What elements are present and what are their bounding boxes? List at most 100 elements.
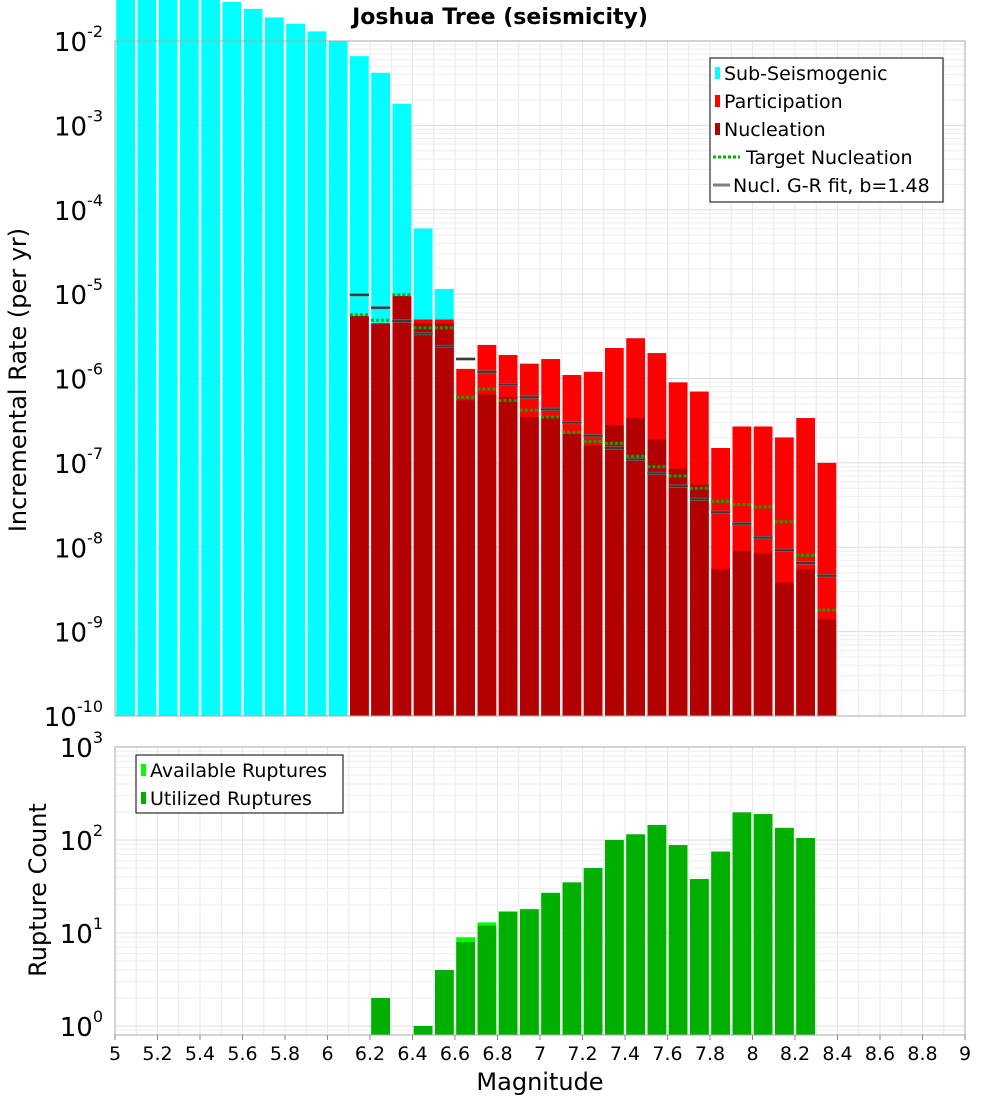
legend-label: Utilized Ruptures (150, 788, 312, 810)
y-tick-exponent: -10 (77, 697, 103, 716)
nucleation-bar (435, 323, 454, 716)
y-tick-label: 10-9 (54, 613, 103, 649)
x-tick-label: 5.4 (185, 1043, 215, 1065)
utilized-ruptures-bar (498, 911, 518, 1035)
legend-swatch (141, 764, 146, 776)
x-ticks: 5 5.2 5.4 5.6 5.8 6 6.2 6.4 6.6 6.8 7 7.2 7.4 7.6 7.8 8… (109, 1035, 971, 1065)
y-tick-exponent: -7 (87, 444, 103, 463)
legend-swatch (715, 123, 720, 135)
x-tick-label: 8.8 (907, 1043, 937, 1065)
y-tick-label: 10-10 (44, 697, 103, 733)
utilized-ruptures-bar (435, 969, 454, 1035)
nucleation-bar (413, 323, 433, 716)
y-tick-label: 100 (60, 1007, 103, 1043)
nucleation-bar (817, 619, 837, 716)
nucleation-bar (498, 397, 518, 716)
utilized-ruptures-bar (520, 909, 539, 1035)
nucleation-bar (520, 416, 539, 716)
x-tick-label: 6.8 (482, 1043, 512, 1065)
nucleation-bar (626, 418, 645, 716)
utilized-ruptures-bar (690, 879, 709, 1035)
utilized-ruptures-bar (647, 824, 667, 1035)
legend-label: Target Nucleation (745, 147, 913, 169)
nucleation-bar (350, 316, 369, 716)
utilized-ruptures-bar (562, 882, 582, 1035)
legend-swatch (715, 67, 720, 79)
utilized-ruptures-bar (413, 1025, 433, 1035)
x-tick-label: 6.6 (440, 1043, 470, 1065)
bottom-plot-bars (371, 812, 815, 1035)
x-tick-label: 6.2 (355, 1043, 385, 1065)
utilized-ruptures-bar (796, 838, 815, 1035)
y-tick-label: 10-5 (54, 275, 103, 311)
top-plot-bars (116, 0, 837, 717)
top-y-ticks: 10-2 10-3 10-4 10-5 10-6 10-7 10-8 10-9 10-10 (44, 22, 103, 733)
nucleation-bar (605, 425, 624, 716)
legend-box (135, 754, 344, 814)
utilized-ruptures-bar (732, 812, 752, 1035)
sub-seismogenic-bar (222, 1, 242, 717)
y-tick-exponent: -6 (87, 360, 103, 379)
x-tick-label: 7.6 (652, 1043, 682, 1065)
y-tick-label: 10-7 (54, 444, 103, 480)
sub-seismogenic-bar (116, 0, 135, 717)
y-tick-label: 10-4 (54, 191, 103, 227)
nucleation-bar (732, 551, 752, 716)
nucleation-bar (668, 468, 688, 716)
x-tick-label: 5.6 (227, 1043, 257, 1065)
y-tick-label: 102 (60, 821, 103, 857)
nucleation-bar (647, 439, 667, 716)
y-tick-label: 101 (60, 914, 103, 950)
y-tick-exponent: -8 (87, 528, 103, 547)
y-tick-exponent: 1 (93, 914, 103, 933)
y-tick-exponent: -3 (87, 106, 103, 125)
x-tick-label: 5 (109, 1043, 121, 1065)
utilized-ruptures-bar (477, 925, 497, 1035)
utilized-ruptures-bar (711, 851, 730, 1035)
utilized-ruptures-bar (753, 814, 773, 1035)
utilized-ruptures-bar (541, 892, 560, 1035)
y-tick-exponent: 2 (93, 821, 103, 840)
utilized-ruptures-bar (626, 834, 645, 1035)
legend-label: Nucleation (724, 119, 826, 141)
x-tick-label: 7.2 (567, 1043, 597, 1065)
sub-seismogenic-bar (286, 23, 305, 716)
x-tick-label: 8.4 (822, 1043, 852, 1065)
y-tick-exponent: -4 (87, 191, 103, 210)
utilized-ruptures-bar (456, 942, 475, 1035)
x-tick-label: 5.8 (270, 1043, 300, 1065)
legend-label: Participation (724, 91, 843, 113)
top-legend: Sub-Seismogenic Participation Nucleation Ta… (709, 57, 944, 203)
sub-seismogenic-bar (201, 0, 220, 717)
x-tick-label: 7.4 (610, 1043, 640, 1065)
y-tick-label: 10-6 (54, 360, 103, 396)
sub-seismogenic-bar (243, 8, 263, 716)
y-tick-label: 10-8 (54, 528, 103, 564)
x-tick-label: 5.2 (142, 1043, 172, 1065)
y-tick-label: 10-2 (54, 22, 103, 58)
sub-seismogenic-bar (137, 0, 157, 716)
nucleation-bar (392, 296, 412, 716)
sub-seismogenic-bar (328, 41, 348, 716)
utilized-ruptures-bar (775, 827, 794, 1035)
x-tick-label: 8 (746, 1043, 758, 1065)
chart-title: Joshua Tree (seismicity) (350, 5, 648, 30)
nucleation-bar (711, 569, 730, 716)
y-tick-exponent: -5 (87, 275, 103, 294)
y-tick-exponent: -9 (87, 613, 103, 632)
x-tick-label: 6 (321, 1043, 333, 1065)
nucleation-bar (690, 484, 709, 716)
utilized-ruptures-bar (605, 839, 624, 1035)
y-tick-exponent: 0 (93, 1007, 103, 1026)
top-plot-frame (114, 40, 966, 717)
legend-label: Available Ruptures (150, 760, 327, 782)
sub-seismogenic-bar (307, 31, 327, 716)
legend-label: Nucl. G-R fit, b=1.48 (733, 175, 930, 197)
nucleation-bar (456, 400, 475, 716)
x-tick-label: 6.4 (397, 1043, 427, 1065)
nucleation-bar (796, 569, 815, 716)
bottom-legend: Available Ruptures Utilized Ruptures (135, 754, 344, 814)
utilized-ruptures-bar (583, 867, 603, 1035)
x-tick-label: 8.2 (780, 1043, 810, 1065)
